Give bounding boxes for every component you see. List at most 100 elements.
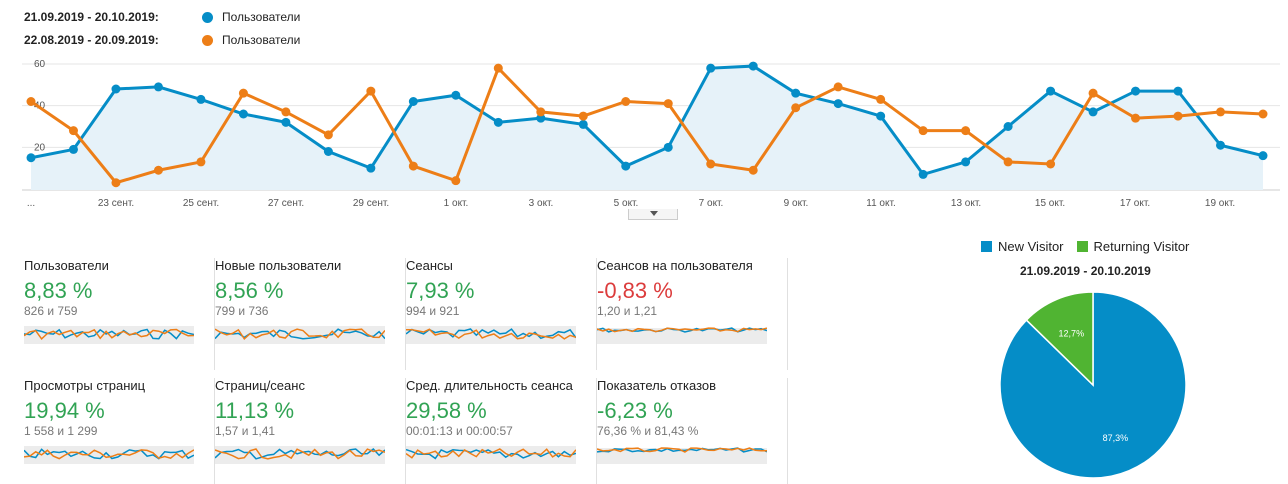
- x-tick-label: 3 окт.: [529, 198, 554, 209]
- data-point[interactable]: [706, 159, 716, 169]
- x-tick-label: 19 окт.: [1205, 198, 1235, 209]
- metric-tile[interactable]: Показатель отказов -6,23 % 76,36 % и 81,43…: [597, 378, 788, 484]
- data-point[interactable]: [918, 169, 928, 179]
- chart-collapse-handle[interactable]: [628, 209, 678, 220]
- data-point[interactable]: [408, 161, 418, 171]
- x-tick-label: ...: [27, 198, 35, 209]
- data-point[interactable]: [366, 163, 376, 173]
- data-point[interactable]: [1258, 109, 1268, 119]
- metric-change-value: 19,94 %: [24, 398, 105, 423]
- metric-change-value: -6,23 %: [597, 398, 673, 423]
- data-point[interactable]: [1046, 86, 1056, 96]
- data-point[interactable]: [153, 165, 163, 175]
- data-point[interactable]: [366, 86, 376, 96]
- metric-tile[interactable]: Сеансы 7,93 % 994 и 921: [406, 258, 597, 370]
- data-point[interactable]: [536, 107, 546, 117]
- legend-date: 21.09.2019 - 20.10.2019:: [24, 10, 159, 24]
- metric-change-value: 11,13 %: [215, 398, 295, 423]
- data-point[interactable]: [578, 119, 588, 129]
- data-point[interactable]: [493, 63, 503, 73]
- pie-slice[interactable]: [1025, 291, 1094, 387]
- data-point[interactable]: [1003, 157, 1013, 167]
- data-point[interactable]: [876, 111, 886, 121]
- sparkline-bg: [215, 446, 385, 464]
- data-point[interactable]: [1131, 86, 1141, 96]
- metric-tile[interactable]: Новые пользователи 8,56 % 799 и 736: [215, 258, 406, 370]
- sparkline-line: [24, 448, 194, 460]
- data-point[interactable]: [196, 157, 206, 167]
- data-point[interactable]: [1216, 107, 1226, 117]
- data-point[interactable]: [281, 117, 291, 127]
- data-point[interactable]: [323, 147, 333, 156]
- data-point[interactable]: [1173, 86, 1183, 96]
- y-tick-label: 20: [34, 142, 46, 153]
- data-point[interactable]: [68, 144, 78, 154]
- metric-sparkline: [406, 326, 576, 344]
- data-point[interactable]: [238, 109, 248, 119]
- data-point[interactable]: [451, 90, 461, 100]
- pie-legend: New Visitor Returning Visitor: [981, 239, 1189, 254]
- data-point[interactable]: [1216, 140, 1226, 150]
- data-point[interactable]: [791, 103, 801, 113]
- data-point[interactable]: [281, 107, 291, 117]
- sparkline-line: [597, 447, 767, 453]
- data-point[interactable]: [1131, 113, 1141, 123]
- data-point[interactable]: [238, 88, 248, 98]
- data-point[interactable]: [111, 84, 121, 94]
- data-point[interactable]: [748, 165, 758, 175]
- metric-change-value: 8,56 %: [215, 278, 284, 303]
- legend-swatch-icon: [981, 241, 992, 252]
- sparkline-bg: [215, 326, 385, 344]
- x-tick-label: 25 сент.: [183, 198, 219, 209]
- data-point[interactable]: [493, 117, 503, 127]
- data-point[interactable]: [196, 94, 206, 104]
- data-point[interactable]: [111, 178, 121, 188]
- data-point[interactable]: [153, 82, 163, 92]
- data-point[interactable]: [621, 161, 631, 171]
- data-point[interactable]: [1046, 159, 1056, 169]
- data-point[interactable]: [833, 82, 843, 92]
- metric-tile[interactable]: Просмотры страниц 19,94 % 1 558 и 1 299: [24, 378, 215, 484]
- sparkline-line: [406, 328, 576, 340]
- metric-comparison: 1,20 и 1,21: [597, 304, 658, 318]
- data-point[interactable]: [706, 63, 716, 73]
- sparkline-line: [406, 448, 576, 459]
- data-point[interactable]: [876, 94, 886, 104]
- data-point[interactable]: [26, 153, 36, 163]
- data-point[interactable]: [26, 97, 36, 106]
- sparkline-line: [406, 328, 576, 340]
- data-point[interactable]: [1088, 107, 1098, 117]
- visitor-type-pie-chart[interactable]: 87,3% 12,7%: [996, 290, 1190, 480]
- y-tick-label: 60: [34, 59, 46, 70]
- series-dot-icon: [202, 34, 213, 46]
- data-point[interactable]: [408, 97, 418, 106]
- data-point[interactable]: [1258, 151, 1268, 161]
- data-point[interactable]: [1003, 122, 1013, 131]
- data-point[interactable]: [621, 97, 631, 106]
- data-point[interactable]: [663, 142, 673, 152]
- data-point[interactable]: [578, 111, 588, 121]
- metric-comparison: 76,36 % и 81,43 %: [597, 424, 699, 438]
- metric-change-value: 29,58 %: [406, 398, 487, 423]
- data-point[interactable]: [536, 113, 546, 123]
- data-point[interactable]: [1173, 111, 1183, 121]
- data-point[interactable]: [961, 157, 971, 167]
- data-point[interactable]: [791, 88, 801, 98]
- metric-tile[interactable]: Пользователи 8,83 % 826 и 759: [24, 258, 215, 370]
- metric-tile[interactable]: Сред. длительность сеанса 29,58 % 00:01:13…: [406, 378, 597, 484]
- metric-title: Пользователи: [24, 258, 109, 273]
- data-point[interactable]: [451, 176, 461, 186]
- data-point[interactable]: [323, 130, 333, 140]
- data-point[interactable]: [748, 61, 758, 71]
- data-point[interactable]: [1088, 88, 1098, 98]
- data-point[interactable]: [663, 99, 673, 109]
- metric-tile[interactable]: Страниц/сеанс 11,13 % 1,57 и 1,41: [215, 378, 406, 484]
- data-point[interactable]: [918, 126, 928, 136]
- metric-tile[interactable]: Сеансов на пользователя -0,83 % 1,20 и 1,2…: [597, 258, 788, 370]
- metric-comparison: 826 и 759: [24, 304, 78, 318]
- data-point[interactable]: [961, 126, 971, 136]
- data-point[interactable]: [68, 126, 78, 136]
- data-point[interactable]: [833, 99, 843, 109]
- pie-slice[interactable]: [999, 291, 1187, 479]
